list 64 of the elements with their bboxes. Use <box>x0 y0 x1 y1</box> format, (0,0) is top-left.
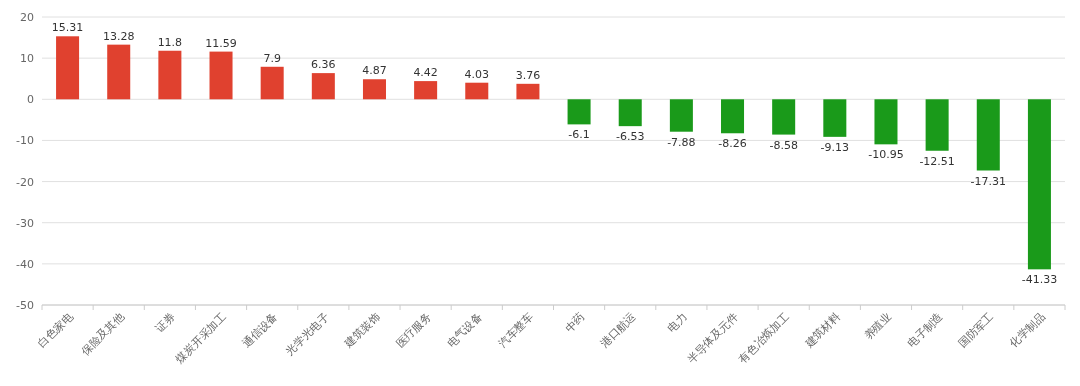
bar <box>669 99 693 132</box>
x-tick-label: 白色家电 <box>35 309 76 351</box>
bar <box>465 82 489 100</box>
data-label: -17.31 <box>970 174 1007 188</box>
data-label: -9.13 <box>820 140 850 154</box>
data-label: -8.26 <box>718 137 747 151</box>
bar <box>311 73 335 100</box>
bar <box>56 36 80 100</box>
x-tick-label: 中药 <box>562 309 588 335</box>
x-tick-label: 电气设备 <box>444 309 485 351</box>
bar <box>721 99 745 134</box>
y-tick-label: -30 <box>16 216 34 230</box>
data-label: -6.53 <box>615 130 645 144</box>
bar <box>1027 99 1051 270</box>
data-label: -6.1 <box>568 128 590 142</box>
data-label: -8.58 <box>769 138 798 152</box>
data-label: 4.87 <box>362 64 387 78</box>
bar <box>260 66 284 100</box>
data-label: 11.8 <box>157 35 183 49</box>
x-tick-label: 电力 <box>664 309 690 335</box>
x-tick-label: 光学光电子 <box>283 309 332 359</box>
data-label: 13.28 <box>102 29 135 43</box>
y-tick-label: -20 <box>16 175 34 189</box>
bar <box>823 99 847 137</box>
bar <box>158 50 182 100</box>
x-tick-label: 保险及其他 <box>78 309 127 359</box>
y-tick-label: -40 <box>16 257 34 271</box>
bar <box>414 81 438 100</box>
x-tick-label: 港口航运 <box>598 309 639 351</box>
data-label: 4.42 <box>413 66 438 80</box>
bar <box>925 99 949 151</box>
x-tick-label: 养殖业 <box>861 309 895 343</box>
bar <box>107 44 131 100</box>
bar <box>976 99 1000 171</box>
x-tick-label: 医疗服务 <box>393 309 434 351</box>
y-tick-label: -10 <box>16 134 34 148</box>
data-label: 11.59 <box>205 36 237 50</box>
y-tick-label: 10 <box>20 52 34 66</box>
bar <box>516 83 540 100</box>
data-label: -41.33 <box>1021 273 1058 287</box>
bar <box>362 79 386 100</box>
bar <box>874 99 898 145</box>
data-label: 4.03 <box>464 67 490 81</box>
data-label: 7.9 <box>263 51 281 65</box>
bar <box>567 99 591 125</box>
data-label: 3.76 <box>515 68 541 82</box>
x-tick-label: 国防军工 <box>956 309 997 351</box>
y-tick-label: 20 <box>20 11 34 24</box>
x-tick-label: 建筑装饰 <box>341 309 383 351</box>
data-label: -10.95 <box>868 148 904 162</box>
data-label: 6.36 <box>311 58 336 72</box>
x-tick-label: 通信设备 <box>239 309 281 351</box>
y-tick-label: 0 <box>27 93 34 107</box>
bar <box>618 99 642 127</box>
x-tick-label: 建筑材料 <box>801 309 843 351</box>
x-tick-label: 化学制品 <box>1007 309 1048 351</box>
bar <box>772 99 796 135</box>
x-tick-label: 汽车整车 <box>495 309 537 351</box>
y-tick-label: -50 <box>16 299 34 312</box>
x-tick-label: 电子制造 <box>904 309 946 351</box>
bar <box>209 51 233 100</box>
data-label: 15.31 <box>51 21 84 35</box>
data-label: -7.88 <box>667 135 696 149</box>
data-label: -12.51 <box>919 154 955 168</box>
